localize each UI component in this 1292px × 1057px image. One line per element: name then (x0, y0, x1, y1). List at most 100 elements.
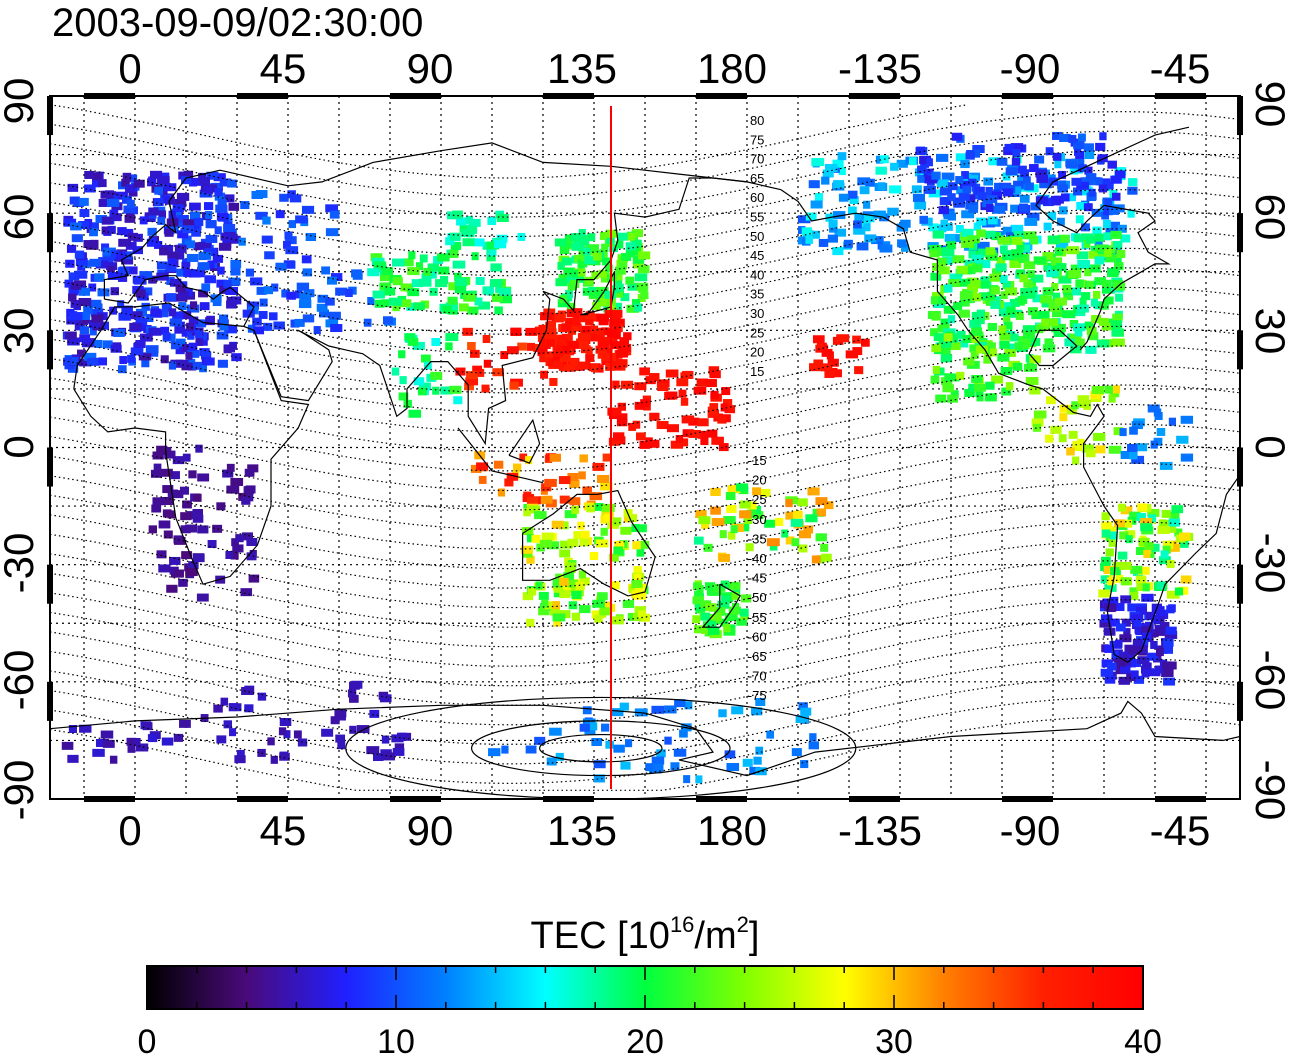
tec-cell (349, 725, 357, 734)
tec-cell (939, 187, 952, 196)
tec-cell (613, 546, 624, 555)
tec-cell (198, 289, 209, 298)
tec-cell (931, 312, 941, 321)
tec-cell (1106, 604, 1116, 613)
maglat-label: -65 (748, 649, 767, 664)
tec-cell (1180, 453, 1194, 462)
frame-tick-bar (47, 564, 53, 604)
colorbar-title-mid: /m (694, 915, 736, 957)
tec-cell (1077, 395, 1090, 404)
tec-cell (160, 496, 174, 505)
coastline-path (701, 583, 742, 628)
tec-cell (1120, 577, 1130, 586)
tec-cell (577, 259, 588, 268)
tec-cell (1066, 246, 1080, 255)
tec-cell (413, 377, 425, 386)
tec-cell (1049, 299, 1060, 308)
tec-cell (821, 553, 832, 562)
tec-cell (847, 190, 858, 199)
tec-cell (940, 219, 949, 228)
tec-cell (617, 318, 625, 327)
tec-colorbar: TEC [1016/m2] 0 10 20 30 40 (138, 912, 1162, 1057)
frame-tick-bar (47, 681, 53, 721)
tec-cell (723, 624, 731, 633)
tec-cell (559, 353, 571, 362)
tec-cell (1083, 203, 1093, 212)
tec-cell (1166, 524, 1177, 533)
tec-cell (64, 361, 75, 370)
tec-cell (117, 227, 127, 236)
tec-cell (429, 287, 438, 296)
tec-cell (724, 750, 736, 759)
tec-cell (1157, 525, 1170, 534)
frame-tick-bar (696, 93, 747, 99)
tec-cell (563, 572, 574, 581)
tec-cell (133, 179, 145, 188)
tec-cell (70, 222, 82, 231)
tec-cell (262, 216, 271, 225)
tec-cell (960, 298, 970, 307)
tec-cell (1019, 194, 1030, 203)
tec-cell (212, 524, 223, 533)
tec-cell (585, 353, 595, 362)
tec-cell (656, 749, 666, 758)
tec-cell (1110, 567, 1121, 576)
tec-cell (218, 242, 232, 251)
tec-cell (175, 359, 189, 368)
tec-cell (953, 199, 965, 208)
tec-cell (1025, 290, 1036, 299)
tec-cell (971, 254, 984, 263)
tec-cell (727, 485, 741, 494)
tec-cell (420, 354, 431, 363)
tec-cell (440, 386, 453, 395)
tec-cell (1168, 604, 1176, 613)
tec-cell (1026, 286, 1038, 295)
tec-cell (956, 371, 965, 380)
tec-cell (684, 701, 693, 710)
tec-cell (977, 241, 990, 250)
tec-cell (181, 328, 192, 337)
tec-cell (953, 302, 963, 311)
tec-cell (534, 511, 547, 520)
tec-cell (170, 471, 180, 480)
tec-cell (633, 573, 642, 582)
tec-cell (1081, 223, 1090, 232)
tec-cell (1095, 177, 1103, 186)
tec-cell (976, 217, 987, 226)
tec-cell (710, 390, 719, 399)
tec-cell (150, 308, 161, 317)
maglat-label: -50 (748, 590, 767, 605)
tec-cell (373, 753, 384, 762)
tec-cell (890, 162, 899, 171)
tec-cell (616, 418, 628, 427)
tec-cell (271, 283, 279, 292)
tec-cell (189, 202, 201, 211)
tec-cell (722, 399, 733, 408)
tec-cell (616, 349, 628, 358)
tec-cell (962, 335, 973, 344)
tec-cell (541, 599, 549, 608)
tec-cell (1093, 290, 1101, 299)
tec-cell (640, 291, 649, 300)
tec-cell (1137, 503, 1148, 512)
tec-cell (1130, 565, 1143, 574)
tec-cell (974, 186, 985, 195)
tec-cell (791, 748, 802, 757)
left-lat-tick-label: -90 (0, 760, 42, 821)
tec-cell (611, 616, 624, 625)
tec-cell (845, 350, 859, 359)
tec-cell (827, 358, 839, 367)
tec-cell (526, 534, 535, 543)
tec-cell (636, 548, 645, 557)
tec-cell (853, 226, 866, 235)
tec-cell (955, 153, 966, 162)
tec-cell (313, 326, 321, 335)
tec-cell (65, 259, 75, 268)
tec-cell (407, 337, 419, 346)
tec-cell (187, 331, 195, 340)
tec-cell (1151, 543, 1160, 552)
tec-cell (103, 255, 114, 264)
tec-cell (244, 468, 255, 477)
tec-cell (1103, 181, 1114, 190)
tec-cell (1050, 425, 1062, 434)
